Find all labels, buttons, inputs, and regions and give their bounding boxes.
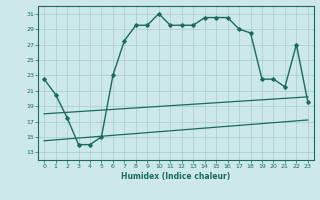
X-axis label: Humidex (Indice chaleur): Humidex (Indice chaleur) xyxy=(121,172,231,181)
